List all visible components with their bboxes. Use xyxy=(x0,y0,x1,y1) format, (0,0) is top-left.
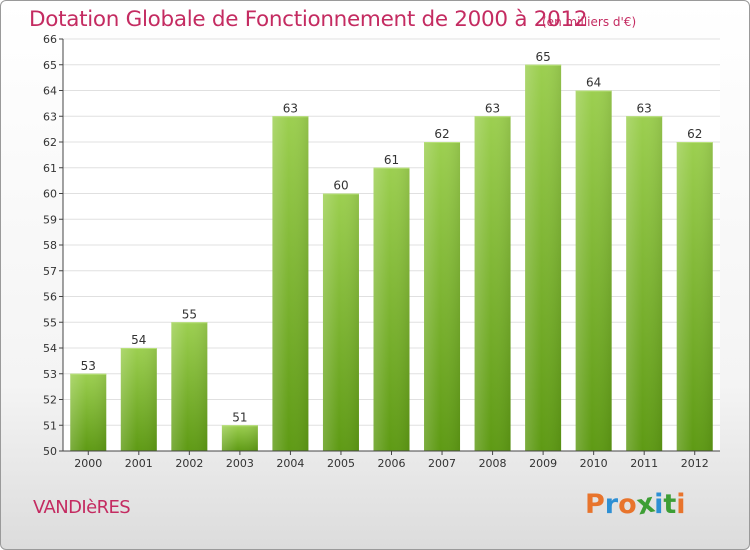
y-tick-label: 58 xyxy=(43,239,57,252)
data-label: 63 xyxy=(485,101,500,115)
y-tick-label: 52 xyxy=(43,394,57,407)
bar-sheen xyxy=(171,322,208,451)
y-tick-label: 62 xyxy=(43,136,57,149)
y-tick-label: 66 xyxy=(43,33,57,46)
bar-sheen xyxy=(424,142,461,451)
chart-title: Dotation Globale de Fonctionnement de 20… xyxy=(29,7,588,32)
bar-sheen xyxy=(525,64,562,451)
x-tick-label: 2006 xyxy=(378,457,406,470)
y-tick-label: 55 xyxy=(43,316,57,329)
commune-name: VANDIèRES xyxy=(33,497,131,518)
x-tick-label: 2009 xyxy=(529,457,557,470)
y-tick-label: 51 xyxy=(43,419,57,432)
x-tick-label: 2000 xyxy=(74,457,102,470)
logo-letter: P xyxy=(585,489,605,520)
x-tick-label: 2004 xyxy=(276,457,304,470)
x-tick-label: 2001 xyxy=(125,457,153,470)
bar-sheen xyxy=(322,193,359,451)
bar-group: 53 xyxy=(70,359,107,451)
y-tick-label: 63 xyxy=(43,110,57,123)
x-tick-label: 2012 xyxy=(681,457,709,470)
y-tick-label: 59 xyxy=(43,213,57,226)
y-tick-label: 64 xyxy=(43,85,57,98)
logo-letter: o xyxy=(618,489,637,520)
data-label: 53 xyxy=(81,359,96,373)
y-tick-label: 56 xyxy=(43,291,57,304)
proxiti-logo: Proxiti xyxy=(585,488,686,522)
x-tick-label: 2002 xyxy=(175,457,203,470)
data-label: 64 xyxy=(586,76,601,90)
y-tick-label: 50 xyxy=(43,445,57,458)
bar-sheen xyxy=(70,373,107,451)
y-tick-label: 57 xyxy=(43,265,57,278)
logo-letter: t xyxy=(663,489,677,520)
bar-sheen xyxy=(676,142,713,451)
bar-group: 62 xyxy=(424,127,461,451)
y-tick-label: 53 xyxy=(43,368,57,381)
bar-sheen xyxy=(272,116,309,451)
x-tick-label: 2003 xyxy=(226,457,254,470)
data-label: 62 xyxy=(434,127,449,141)
logo-letter: r xyxy=(604,489,619,520)
y-tick-label: 60 xyxy=(43,188,57,201)
data-label: 65 xyxy=(535,50,550,64)
bar-group: 51 xyxy=(221,410,258,451)
y-tick-label: 65 xyxy=(43,59,57,72)
data-label: 55 xyxy=(182,307,197,321)
bar-group: 64 xyxy=(575,76,612,451)
data-label: 62 xyxy=(687,127,702,141)
bar-sheen xyxy=(373,167,410,451)
x-tick-label: 2005 xyxy=(327,457,355,470)
data-label: 51 xyxy=(232,410,247,424)
chart-unit: (en milliers d'€) xyxy=(542,15,637,29)
x-tick-label: 2008 xyxy=(479,457,507,470)
x-tick-label: 2007 xyxy=(428,457,456,470)
bar-group: 63 xyxy=(272,101,309,451)
data-label: 61 xyxy=(384,153,399,167)
data-label: 63 xyxy=(283,101,298,115)
bar-group: 60 xyxy=(322,179,359,451)
y-tick-label: 61 xyxy=(43,162,57,175)
bar-sheen xyxy=(120,348,157,451)
logo-letter: i xyxy=(676,489,686,520)
bar-group: 63 xyxy=(474,101,511,451)
data-label: 54 xyxy=(131,333,146,347)
bar-group: 55 xyxy=(171,307,208,451)
bar-sheen xyxy=(221,425,258,451)
axes: 50 51 52 53 54 55 56 57 58 59 60 61 62 63 64 65 66 2000 20… xyxy=(43,33,720,470)
data-label: 60 xyxy=(333,179,348,193)
bar-sheen xyxy=(474,116,511,451)
x-tick-label: 2011 xyxy=(630,457,658,470)
bar-sheen xyxy=(626,116,663,451)
bar-group: 61 xyxy=(373,153,410,451)
bar-group: 65 xyxy=(525,50,562,451)
bars: 53 54 55 51 63 60 61 62 63 65 64 63 62 xyxy=(70,50,713,451)
data-label: 63 xyxy=(637,101,652,115)
logo-letter: i xyxy=(654,489,664,520)
y-tick-label: 54 xyxy=(43,342,57,355)
bar-group: 63 xyxy=(626,101,663,451)
bar-group: 62 xyxy=(676,127,713,451)
x-tick-label: 2010 xyxy=(580,457,608,470)
bar-group: 54 xyxy=(120,333,157,451)
bar-sheen xyxy=(575,90,612,451)
